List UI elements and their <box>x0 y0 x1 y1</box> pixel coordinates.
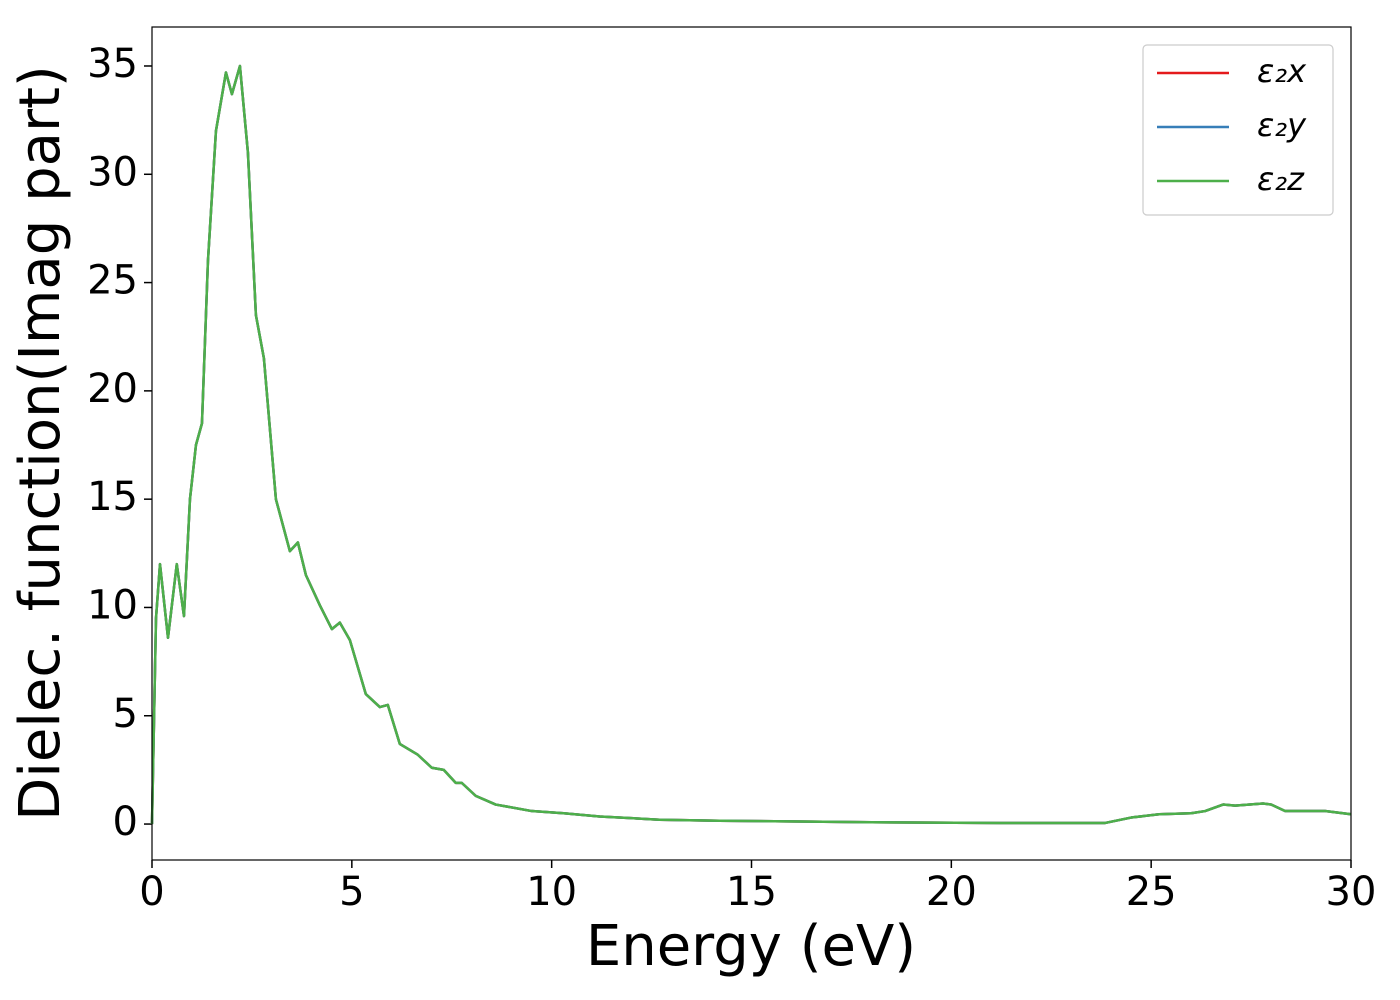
y-tick-label: 5 <box>113 691 138 737</box>
x-tick-label: 15 <box>726 869 777 915</box>
legend-label: ε₂z <box>1257 160 1305 198</box>
legend-box <box>1142 44 1334 216</box>
y-tick-label: 25 <box>87 258 138 304</box>
x-tick-label: 25 <box>1126 869 1177 915</box>
x-tick-label: 0 <box>139 869 164 915</box>
y-tick-label: 0 <box>113 799 138 845</box>
y-tick-label: 30 <box>87 149 138 195</box>
x-axis-label: Energy (eV) <box>586 914 916 979</box>
x-tick-label: 10 <box>526 869 577 915</box>
series-line <box>150 64 1352 825</box>
axes-frame <box>151 26 1352 861</box>
x-tick-label: 5 <box>339 869 364 915</box>
y-tick-label: 35 <box>87 41 138 87</box>
x-tick-label: 30 <box>1326 869 1377 915</box>
legend-label: ε₂y <box>1257 106 1307 144</box>
y-tick-label: 10 <box>87 582 138 628</box>
x-tick-label: 20 <box>926 869 977 915</box>
y-axis-label: Dielec. function(Imag part) <box>8 65 73 821</box>
legend-label: ε₂x <box>1257 52 1307 90</box>
y-tick-label: 20 <box>87 366 138 412</box>
y-tick-label: 15 <box>87 474 138 520</box>
